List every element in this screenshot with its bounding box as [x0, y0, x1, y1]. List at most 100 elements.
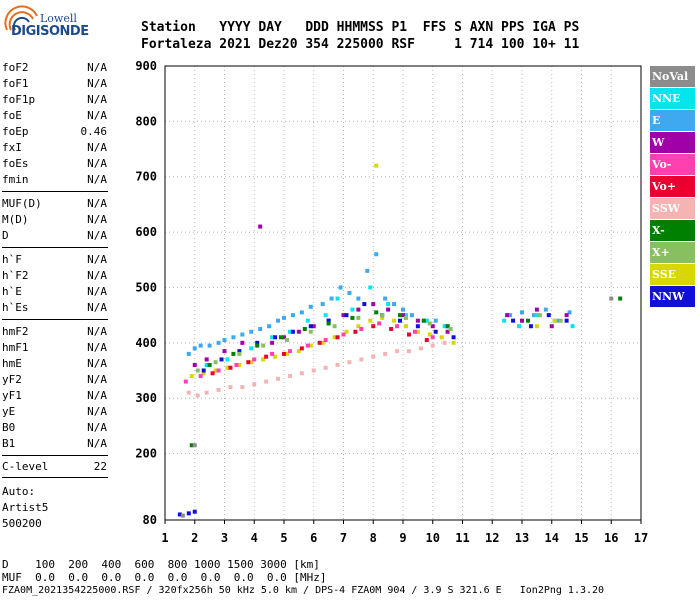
- x-tick-label: 10: [426, 531, 440, 545]
- data-point-vo-: [412, 329, 417, 334]
- data-point-nne: [517, 324, 522, 329]
- data-point-sse: [344, 329, 349, 334]
- legend-item-sse: SSE: [650, 264, 695, 285]
- param-row-b0: B0 N/A: [2, 421, 107, 437]
- data-point-nnw: [326, 318, 331, 323]
- data-point-x-: [398, 313, 403, 318]
- data-point-nnw: [344, 313, 349, 318]
- y-tick-label: 300: [135, 391, 157, 405]
- panel-divider: [2, 247, 108, 248]
- data-point-w: [356, 307, 361, 312]
- data-point-sse: [356, 324, 361, 329]
- data-point-nnw: [362, 302, 367, 307]
- data-point-x-: [537, 313, 542, 318]
- data-point-ssw: [442, 340, 447, 345]
- data-point-e: [186, 351, 191, 356]
- data-point-x-: [403, 315, 408, 320]
- param-name: B1: [2, 437, 16, 450]
- data-point-ssw: [418, 346, 423, 351]
- header-values: Fortaleza 2021 Dez20 354 225000 RSF 1 71…: [141, 37, 580, 52]
- data-point-sse: [415, 329, 420, 334]
- y-tick-label: 80: [143, 513, 157, 527]
- auto-label: Auto:: [2, 485, 36, 498]
- data-point-vo-: [228, 365, 233, 370]
- param-row-h-f: h`F N/A: [2, 253, 107, 269]
- data-point-vo-: [359, 326, 364, 331]
- data-point-e: [383, 296, 388, 301]
- data-point-nne: [386, 302, 391, 307]
- data-point-e: [320, 302, 325, 307]
- data-point-nne: [225, 357, 230, 362]
- data-point-vo-: [270, 351, 275, 356]
- panel-divider: [2, 319, 108, 320]
- data-point-e: [282, 315, 286, 320]
- param-value: N/A: [87, 325, 107, 338]
- data-point-nne: [570, 324, 575, 329]
- data-point-sse: [552, 318, 557, 323]
- x-tick-label: 11: [455, 531, 469, 545]
- data-point-w: [282, 335, 286, 340]
- param-row-hmf2: hmF2 N/A: [2, 325, 107, 341]
- data-point-vo-: [371, 324, 376, 329]
- data-point-ssw: [335, 362, 340, 367]
- param-value: N/A: [87, 269, 107, 282]
- data-point-vo-: [246, 360, 251, 365]
- param-row-m-d-: M(D) N/A: [2, 213, 107, 229]
- data-point-nnw: [237, 349, 242, 354]
- data-point-x-: [189, 443, 194, 448]
- data-point-vo-: [287, 349, 292, 354]
- data-point-e: [222, 338, 227, 343]
- data-point-sse: [427, 332, 432, 337]
- data-point-nne: [403, 313, 408, 318]
- data-point-nne: [323, 313, 328, 318]
- param-value: 0.46: [80, 125, 108, 138]
- data-point-e: [290, 313, 295, 318]
- param-row-h-f2: h`F2 N/A: [2, 269, 107, 285]
- param-row-b1: B1 N/A: [2, 437, 107, 453]
- param-value: N/A: [87, 421, 107, 434]
- param-value: 22: [93, 460, 107, 473]
- data-point-w: [341, 313, 346, 318]
- data-point-nne: [502, 318, 507, 323]
- data-point-x-: [308, 329, 313, 334]
- data-point-ssw: [395, 349, 400, 354]
- param-name: foE: [2, 109, 22, 122]
- data-point-ssw: [252, 382, 257, 387]
- data-point-e: [338, 285, 343, 290]
- param-value: N/A: [87, 405, 107, 418]
- param-value: N/A: [87, 341, 107, 354]
- data-point-vo-: [323, 338, 328, 343]
- param-row-fmin: fmin N/A: [2, 173, 107, 189]
- data-point-x-: [356, 315, 361, 320]
- panel-divider: [2, 455, 108, 456]
- param-name: foEs: [2, 157, 29, 170]
- data-point-vo-: [424, 338, 429, 343]
- param-name: MUF(D): [2, 197, 42, 210]
- data-point-x-: [213, 360, 218, 365]
- logo-brand-main: DIGISONDE: [11, 24, 89, 39]
- x-tick-label: 5: [280, 531, 287, 545]
- param-name: fmin: [2, 173, 29, 186]
- param-row-h-e: h`E N/A: [2, 285, 107, 301]
- panel-divider: [2, 191, 108, 192]
- param-name: foEp: [2, 125, 29, 138]
- data-point-x-: [618, 296, 623, 301]
- data-point-w: [549, 324, 554, 329]
- param-row-foep: foEp 0.46: [2, 125, 107, 141]
- data-point-nnw: [177, 512, 182, 517]
- data-point-e: [409, 313, 414, 318]
- data-point-sse: [320, 340, 325, 345]
- data-point-e: [198, 343, 203, 348]
- param-row-hme: hmE N/A: [2, 357, 107, 373]
- param-row-foes: foEs N/A: [2, 157, 107, 173]
- data-point-x-: [448, 326, 453, 331]
- data-point-e: [231, 335, 236, 340]
- data-point-ssw: [186, 390, 191, 395]
- y-tick-label: 500: [135, 280, 157, 294]
- data-point-nnw: [546, 313, 551, 318]
- data-point-nne: [350, 307, 355, 312]
- data-point-x-: [427, 321, 432, 326]
- param-row-fof1p: foF1p N/A: [2, 93, 107, 109]
- data-point-nne: [305, 318, 310, 323]
- data-point-e: [308, 304, 313, 309]
